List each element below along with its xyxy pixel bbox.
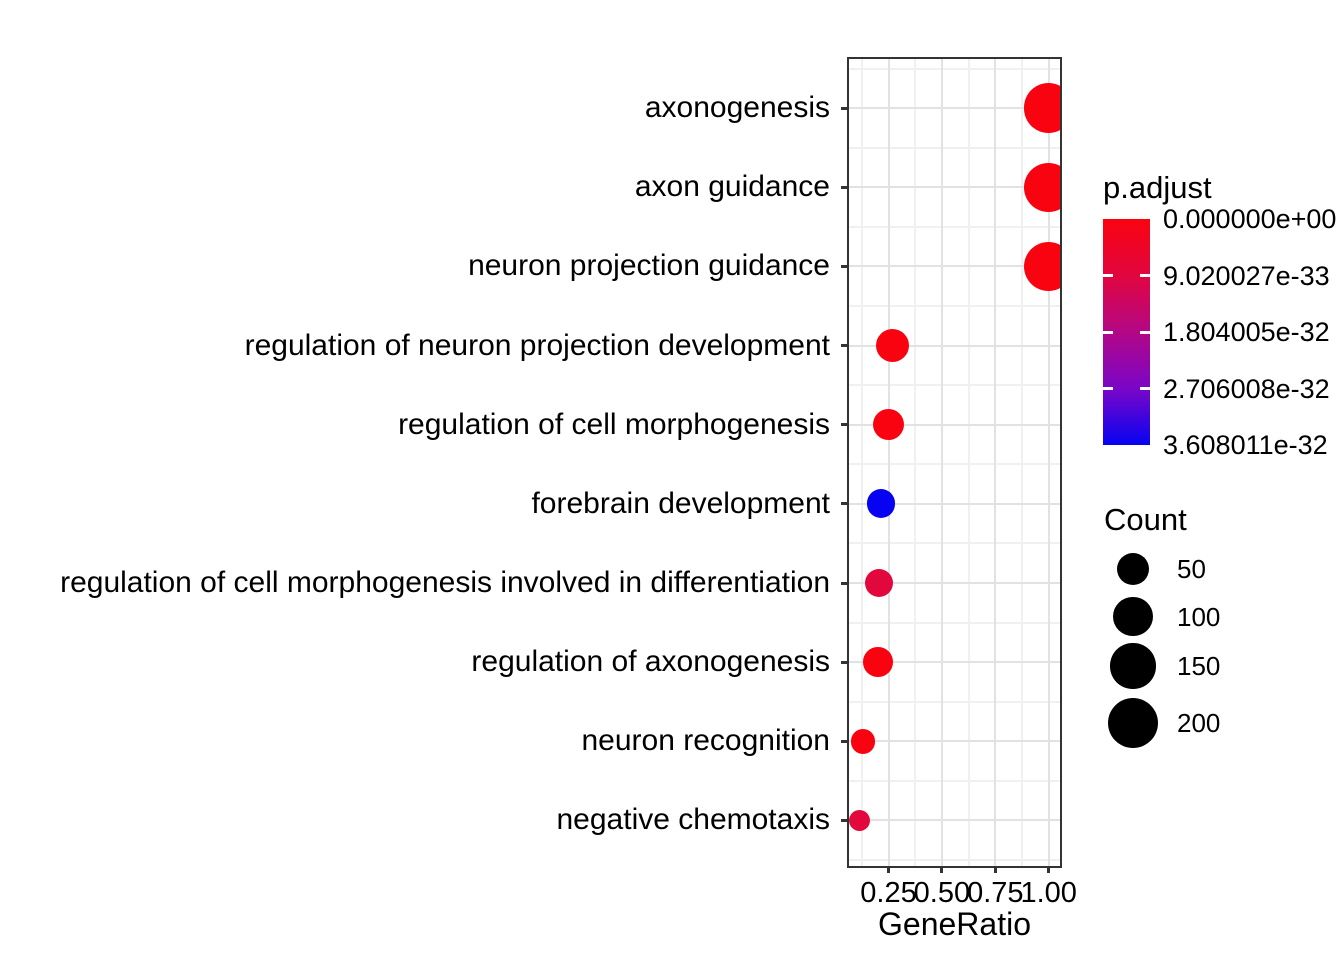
y-axis-label: axonogenesis [644, 91, 830, 125]
x-axis-tick [887, 866, 890, 873]
count-legend-label: 50 [1177, 554, 1206, 584]
y-axis-tick [841, 660, 849, 664]
gridline-minor-h [849, 146, 1060, 149]
padjust-colorbar-tick [1140, 387, 1150, 390]
gridline-minor-h [849, 305, 1060, 308]
data-point [1024, 241, 1060, 292]
y-axis-label: neuron recognition [581, 724, 830, 758]
gridline-minor-h [849, 542, 1060, 545]
y-axis-label: neuron projection guidance [468, 249, 830, 283]
count-legend-title: Count [1104, 502, 1187, 537]
padjust-tick-label: 2.706008e-32 [1163, 373, 1330, 404]
gridline-major-h [849, 265, 1060, 268]
padjust-tick-label: 9.020027e-33 [1163, 260, 1330, 291]
y-axis-tick [841, 264, 849, 268]
padjust-legend-title: p.adjust [1103, 170, 1212, 205]
gridline-minor-h [849, 779, 1060, 782]
y-axis-label: forebrain development [531, 486, 830, 520]
gridline-minor-h [849, 700, 1060, 703]
padjust-tick-label: 0.000000e+00 [1163, 204, 1337, 234]
data-point [876, 329, 910, 363]
y-axis-tick [841, 581, 849, 585]
data-point [850, 729, 876, 754]
count-legend-circle [1113, 596, 1153, 637]
x-axis-tick [940, 866, 944, 873]
x-axis-tick-label: 1.00 [1020, 877, 1077, 909]
gridline-major-v [940, 59, 943, 866]
gridline-major-h [849, 819, 1060, 822]
y-axis-label: axon guidance [634, 170, 830, 204]
x-axis-tick [993, 866, 997, 873]
y-axis-label: negative chemotaxis [556, 803, 831, 837]
y-axis-label: regulation of neuron projection developm… [244, 328, 830, 362]
gridline-minor-h [849, 859, 1060, 862]
plot-panel [849, 59, 1060, 866]
gridline-major-v [1047, 59, 1050, 866]
gridline-minor-h [849, 463, 1060, 466]
gridline-major-h [849, 107, 1060, 110]
padjust-colorbar-tick [1103, 387, 1113, 390]
y-axis-tick [841, 502, 849, 506]
gridline-minor-v [860, 59, 863, 866]
y-axis-tick [841, 185, 849, 189]
data-point [872, 409, 905, 441]
padjust-tick-label: 1.804005e-32 [1163, 317, 1330, 347]
gridline-minor-h [849, 384, 1060, 387]
gridline-major-h [849, 423, 1060, 426]
gridline-minor-h [849, 67, 1060, 70]
y-axis-tick [841, 818, 849, 822]
gridline-major-v [887, 59, 890, 866]
data-point [864, 568, 894, 598]
padjust-colorbar-tick [1140, 274, 1150, 277]
data-point [1023, 83, 1060, 133]
x-axis-tick [1047, 866, 1051, 873]
y-axis-label: regulation of axonogenesis [471, 645, 830, 679]
padjust-tick-label: 3.608011e-32 [1163, 430, 1328, 460]
gridline-minor-h [849, 621, 1060, 624]
gridline-major-h [849, 186, 1060, 189]
gridline-major-h [849, 740, 1060, 743]
padjust-colorbar-tick [1103, 330, 1113, 334]
gridline-major-h [849, 502, 1060, 505]
count-legend-label: 200 [1177, 708, 1221, 738]
y-axis-label: regulation of cell morphogenesis involve… [60, 566, 830, 600]
gridline-minor-v [914, 59, 917, 866]
gridline-minor-v [967, 59, 970, 866]
y-axis-tick [841, 344, 849, 348]
gridline-major-h [849, 661, 1060, 664]
gridline-major-v [994, 59, 997, 866]
x-axis-tick-label: 0.50 [913, 877, 971, 909]
padjust-colorbar-tick [1140, 330, 1150, 334]
gridline-major-h [849, 344, 1060, 347]
count-legend-circle [1110, 643, 1156, 689]
y-axis-label: regulation of cell morphogenesis [398, 407, 830, 441]
data-point [849, 809, 871, 832]
data-point [863, 647, 893, 677]
x-axis-tick-label: 0.75 [967, 877, 1024, 909]
y-axis-tick [841, 106, 849, 110]
data-point [866, 489, 896, 519]
y-axis-tick [841, 423, 849, 427]
count-legend-label: 100 [1177, 601, 1221, 632]
x-axis-title: GeneRatio [878, 906, 1031, 942]
gridline-minor-v [1021, 59, 1023, 866]
count-legend-label: 150 [1177, 651, 1221, 681]
count-legend-circle [1107, 697, 1158, 748]
gridline-major-h [849, 582, 1060, 585]
gridline-minor-h [849, 225, 1060, 228]
count-legend-circle [1117, 552, 1149, 585]
padjust-colorbar-tick [1103, 274, 1113, 277]
x-axis-tick-label: 0.25 [860, 877, 917, 909]
y-axis-tick [841, 739, 849, 743]
data-point [1024, 162, 1060, 212]
